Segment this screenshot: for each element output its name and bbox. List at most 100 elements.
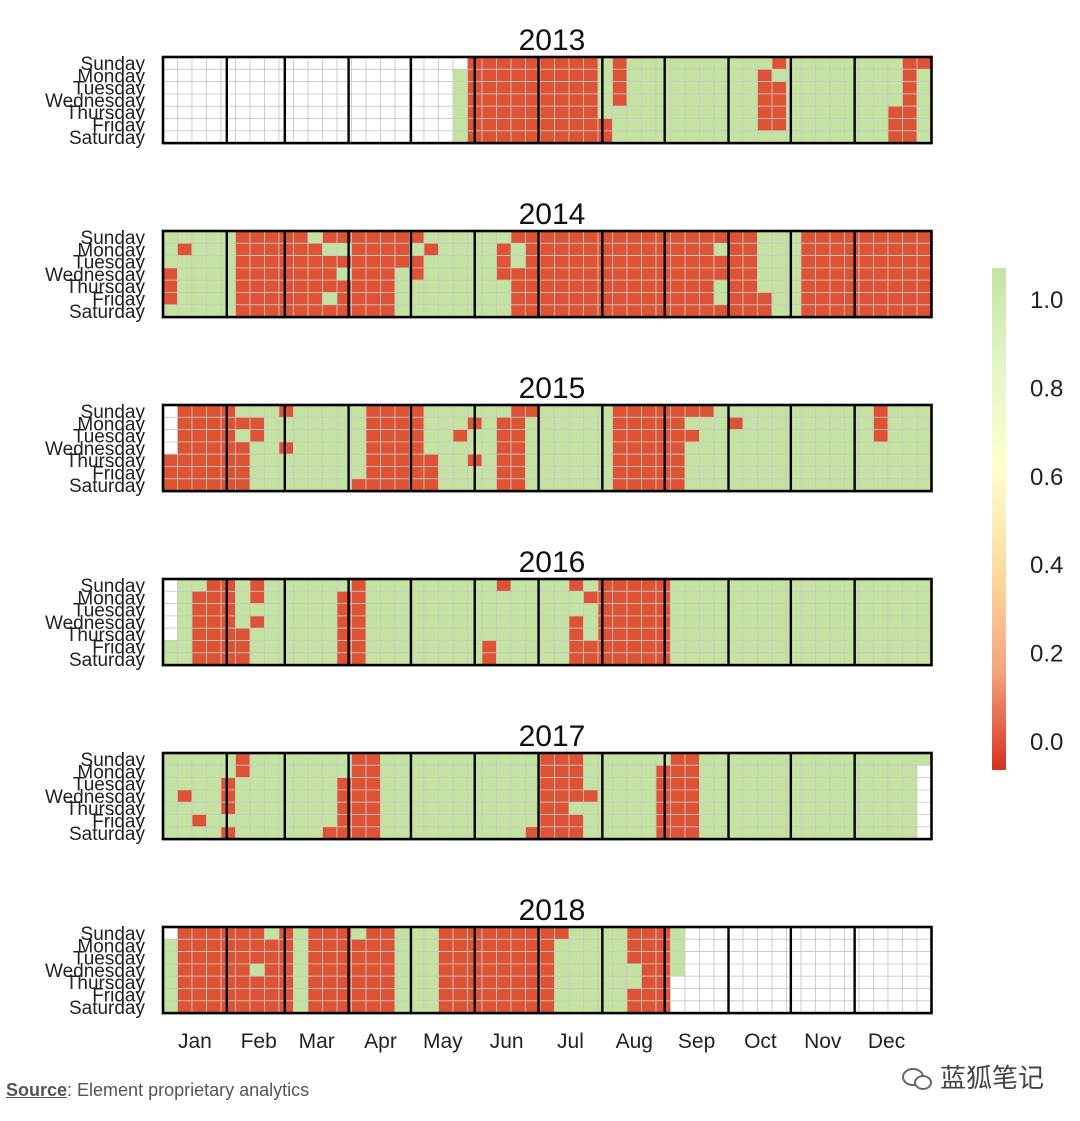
day-cell <box>220 590 236 604</box>
day-cell <box>206 801 222 815</box>
day-cell <box>351 789 367 803</box>
day-cell <box>902 938 918 952</box>
day-cell <box>438 56 454 70</box>
day-cell <box>249 292 265 306</box>
day-cell <box>699 242 715 257</box>
day-cell <box>394 652 410 666</box>
day-cell <box>800 56 816 70</box>
day-cell <box>162 590 178 604</box>
day-cell <box>307 466 323 480</box>
day-cell <box>728 242 744 257</box>
day-cell <box>452 304 468 318</box>
day-cell <box>365 118 381 132</box>
day-cell <box>771 416 787 430</box>
day-cell <box>394 764 410 778</box>
day-cell <box>728 130 744 144</box>
day-cell <box>496 93 512 107</box>
day-cell <box>278 68 294 83</box>
day-cell <box>858 81 874 95</box>
day-cell <box>670 752 686 766</box>
day-cell <box>177 640 193 654</box>
day-cell <box>394 304 410 318</box>
day-cell <box>844 752 860 766</box>
day-cell <box>655 453 671 467</box>
day-cell <box>394 603 410 617</box>
day-cell <box>800 118 816 132</box>
day-cell <box>293 478 309 492</box>
day-cell <box>815 590 831 604</box>
day-cell <box>394 951 410 965</box>
day-cell <box>771 242 787 257</box>
day-cell <box>887 279 903 293</box>
day-cell <box>293 963 309 977</box>
day-cell <box>307 118 323 132</box>
day-cell <box>728 640 744 654</box>
day-cell <box>220 279 236 293</box>
day-cell <box>771 801 787 815</box>
day-cell <box>220 441 236 455</box>
day-cell <box>757 578 773 592</box>
day-cell <box>162 826 178 840</box>
day-cell <box>365 801 381 815</box>
weekday-label: Friday <box>92 812 145 833</box>
day-cell <box>742 478 758 492</box>
day-cell <box>177 242 193 257</box>
day-cell <box>873 590 889 604</box>
day-cell <box>177 652 193 666</box>
day-cell <box>655 93 671 107</box>
day-cell <box>684 130 700 144</box>
weekday-label: Wednesday <box>45 787 145 808</box>
day-cell <box>626 230 642 244</box>
day-cell <box>539 105 555 119</box>
day-cell <box>583 429 599 443</box>
day-cell <box>177 578 193 592</box>
day-cell <box>670 777 686 791</box>
day-cell <box>220 466 236 480</box>
day-cell <box>293 652 309 666</box>
day-cell <box>873 826 889 840</box>
day-cell <box>583 292 599 306</box>
day-cell <box>481 777 497 791</box>
day-cell <box>206 478 222 492</box>
day-cell <box>191 404 207 418</box>
day-cell <box>887 105 903 119</box>
day-cell <box>293 603 309 617</box>
day-cell <box>844 466 860 480</box>
day-cell <box>713 242 729 257</box>
day-cell <box>206 652 222 666</box>
day-cell <box>438 441 454 455</box>
day-cell <box>380 752 396 766</box>
day-cell <box>713 652 729 666</box>
day-cell <box>554 267 570 281</box>
day-cell <box>249 826 265 840</box>
day-cell <box>583 1000 599 1014</box>
day-cell <box>916 416 932 430</box>
day-cell <box>539 230 555 244</box>
day-cell <box>713 826 729 840</box>
day-cell <box>873 81 889 95</box>
day-cell <box>162 926 178 940</box>
day-cell <box>568 615 584 629</box>
day-cell <box>786 789 802 803</box>
day-cell <box>597 615 613 629</box>
day-cell <box>902 640 918 654</box>
day-cell <box>394 615 410 629</box>
day-cell <box>815 1000 831 1014</box>
day-cell <box>322 242 338 257</box>
day-cell <box>612 242 628 257</box>
day-cell <box>916 292 932 306</box>
day-cell <box>177 926 193 940</box>
day-cell <box>742 429 758 443</box>
day-cell <box>786 453 802 467</box>
day-cell <box>713 255 729 269</box>
day-cell <box>684 466 700 480</box>
day-cell <box>916 56 932 70</box>
day-cell <box>539 777 555 791</box>
day-cell <box>438 975 454 989</box>
day-cell <box>278 1000 294 1014</box>
day-cell <box>858 801 874 815</box>
day-cell <box>423 615 439 629</box>
day-cell <box>177 938 193 952</box>
day-cell <box>322 466 338 480</box>
day-cell <box>655 578 671 592</box>
